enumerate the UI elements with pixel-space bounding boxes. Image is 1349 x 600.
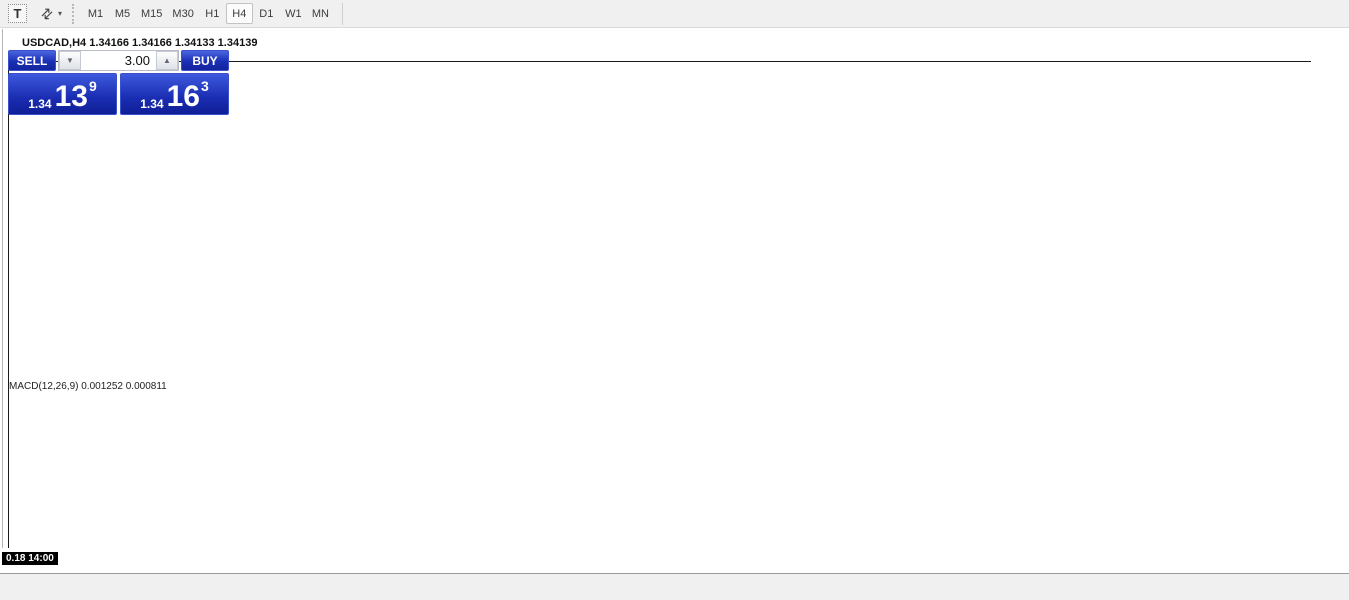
- timeframe-button-mn[interactable]: MN: [311, 7, 329, 20]
- toolbar: T ⇅ ▾ M1 M5 M15 M30 H1 H4 D1 W1 MN: [0, 0, 1349, 28]
- volume-input[interactable]: [81, 51, 156, 70]
- sell-price-pip: 9: [88, 78, 97, 94]
- price-axis[interactable]: [1311, 29, 1349, 574]
- sell-price-display[interactable]: 1.34 13 9: [8, 73, 117, 115]
- sell-button[interactable]: SELL: [8, 50, 56, 71]
- arrows-tool-icon[interactable]: ⇅: [37, 3, 58, 23]
- timeframe-button-d1[interactable]: D1: [259, 7, 274, 20]
- volume-increase-button[interactable]: ▲: [156, 51, 178, 70]
- sell-price-prefix: 1.34: [28, 97, 52, 111]
- buy-price-big: 16: [166, 80, 200, 113]
- volume-decrease-button[interactable]: ▼: [59, 51, 81, 70]
- buy-price-pip: 3: [200, 78, 209, 94]
- sell-price-big: 13: [54, 80, 88, 113]
- chart-tab-bar: [0, 573, 1349, 600]
- volume-stepper: ▼ ▲: [58, 50, 179, 71]
- plot-frame: [8, 61, 1313, 576]
- timeframe-button-w1[interactable]: W1: [285, 7, 302, 20]
- timeframe-button-h4[interactable]: H4: [225, 3, 253, 24]
- chevron-down-icon[interactable]: ▾: [58, 9, 63, 18]
- timeframe-button-m5[interactable]: M5: [114, 7, 131, 20]
- text-tool-icon[interactable]: T: [8, 4, 27, 23]
- timeframe-button-m30[interactable]: M30: [172, 7, 194, 20]
- buy-price-display[interactable]: 1.34 16 3: [120, 73, 229, 115]
- timeframe-button-h1[interactable]: H1: [205, 7, 220, 20]
- toolbar-separator: [341, 2, 343, 25]
- macd-indicator-label: MACD(12,26,9) 0.001252 0.000811: [9, 381, 167, 392]
- timeframe-button-m1[interactable]: M1: [87, 7, 104, 20]
- timeframe-button-m15[interactable]: M15: [141, 7, 163, 20]
- chart-title: USDCAD,H4 1.34166 1.34166 1.34133 1.3413…: [22, 37, 258, 49]
- time-axis[interactable]: 0.18 14:00 8: [2, 548, 1349, 573]
- chart-window: [2, 29, 1313, 576]
- timeframe-buttons: M1 M5 M15 M30 H1 H4 D1 W1 MN: [82, 3, 334, 24]
- crosshair-time-tag: 0.18 14:00: [2, 552, 58, 565]
- toolbar-grip[interactable]: [72, 3, 75, 24]
- buy-button[interactable]: BUY: [181, 50, 229, 71]
- buy-price-prefix: 1.34: [140, 97, 164, 111]
